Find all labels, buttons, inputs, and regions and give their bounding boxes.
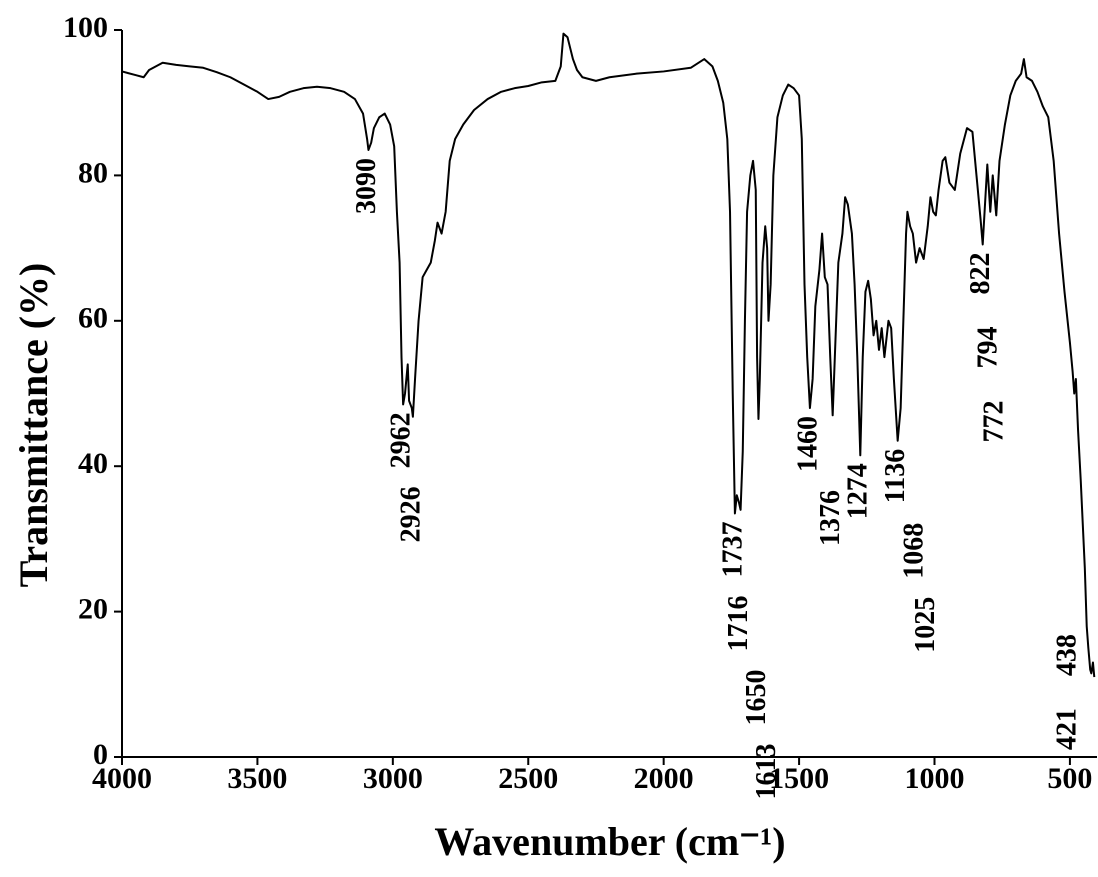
y-tick-label: 40: [78, 447, 108, 480]
x-tick-label: 2500: [498, 762, 558, 795]
peak-label: 772: [979, 400, 1010, 442]
x-tick-label: 500: [1047, 762, 1092, 795]
peak-label: 1650: [741, 669, 772, 725]
x-tick-label: 3500: [227, 762, 287, 795]
y-tick-label: 20: [78, 592, 108, 625]
y-tick-label: 100: [63, 11, 108, 44]
y-axis-title: Transmittance (%): [11, 263, 56, 588]
y-tick-label: 60: [78, 302, 108, 335]
peak-label: 421: [1051, 708, 1082, 750]
peak-label: 1376: [815, 490, 846, 546]
x-tick-label: 1500: [769, 762, 829, 795]
peak-label: 1460: [792, 416, 823, 472]
peak-label: 1025: [910, 597, 941, 653]
x-axis-title: Wavenumber (cm⁻¹): [434, 819, 785, 864]
peak-label: 1716: [723, 595, 754, 651]
peak-label: 1613: [751, 743, 782, 799]
x-tick-label: 4000: [92, 762, 152, 795]
peak-label: 1068: [899, 523, 930, 579]
peak-label: 2962: [386, 412, 417, 468]
peak-label: 1136: [880, 449, 911, 503]
spectrum-line: [121, 32, 1096, 678]
peak-label: 794: [973, 326, 1004, 368]
peak-label: 3090: [351, 158, 382, 214]
peak-label: 2926: [395, 486, 426, 542]
x-tick-label: 2000: [634, 762, 694, 795]
y-tick-label: 0: [93, 738, 108, 771]
x-tick-label: 1000: [905, 762, 965, 795]
peak-label: 1274: [843, 463, 874, 519]
peak-label: 438: [1051, 634, 1082, 676]
y-tick-label: 80: [78, 156, 108, 189]
peak-label: 822: [965, 252, 996, 294]
peak-label: 1737: [717, 521, 748, 577]
x-tick-label: 3000: [363, 762, 423, 795]
